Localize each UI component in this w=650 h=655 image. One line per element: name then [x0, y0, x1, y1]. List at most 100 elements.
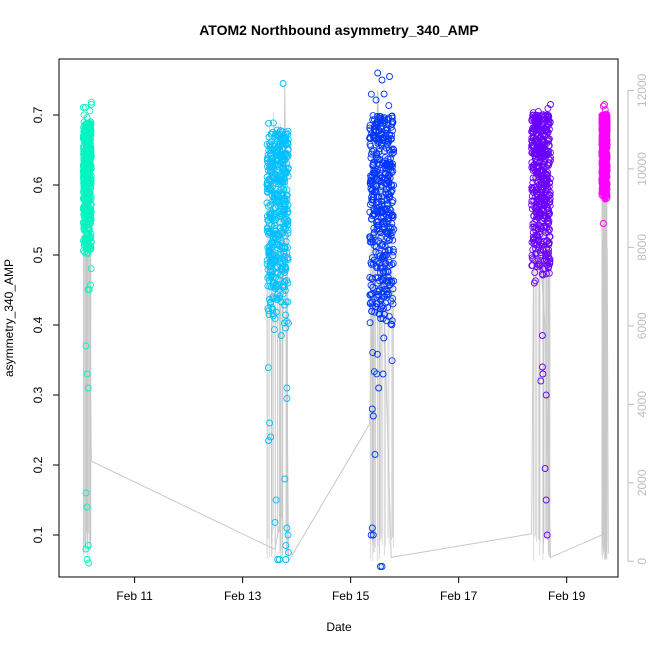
data-point: [388, 150, 396, 158]
data-point: [538, 115, 546, 123]
data-point: [367, 174, 375, 181]
data-point: [532, 249, 540, 257]
data-point-outlier: [282, 542, 290, 549]
data-point: [79, 103, 87, 111]
data-point: [375, 193, 383, 201]
data-point: [389, 245, 397, 253]
data-point-outlier: [84, 384, 92, 392]
data-point: [382, 126, 390, 134]
data-point: [282, 298, 290, 306]
data-point: [599, 190, 607, 198]
data-point: [283, 249, 291, 257]
data-point-outlier: [378, 563, 386, 570]
data-point: [267, 149, 275, 157]
data-point: [82, 208, 90, 215]
data-point: [284, 279, 292, 287]
data-point: [380, 334, 388, 342]
data-point: [371, 132, 379, 140]
data-point: [80, 170, 88, 178]
data-point: [80, 111, 88, 119]
data-point: [282, 264, 290, 272]
data-point: [528, 183, 536, 191]
data-point: [80, 187, 88, 195]
x-tick-label: Feb 13: [224, 589, 262, 603]
data-points-layer: [79, 69, 611, 570]
data-point: [368, 307, 376, 315]
data-point: [543, 224, 551, 231]
y2-tick-label: 12000: [635, 73, 649, 107]
data-point: [374, 291, 382, 298]
data-point: [369, 169, 377, 177]
data-point: [388, 114, 396, 122]
data-point: [539, 196, 547, 204]
data-point: [281, 135, 289, 142]
data-point: [366, 238, 374, 246]
data-point: [379, 240, 387, 248]
data-point-outlier: [379, 370, 387, 378]
data-point: [267, 185, 275, 193]
data-point: [383, 234, 391, 242]
data-point: [530, 197, 538, 205]
data-point: [532, 205, 540, 213]
data-point: [376, 161, 384, 169]
data-point: [272, 252, 280, 260]
data-point: [85, 243, 93, 251]
data-point: [265, 276, 273, 284]
data-point: [544, 215, 552, 223]
data-point-outlier: [378, 76, 386, 84]
data-point: [369, 112, 377, 120]
data-point: [530, 188, 538, 196]
data-point: [385, 223, 393, 231]
data-point: [387, 134, 395, 142]
data-point: [274, 232, 282, 240]
data-point: [272, 280, 280, 288]
data-point: [537, 153, 545, 161]
y2-tick-label: 0: [635, 558, 649, 565]
data-point: [599, 102, 607, 110]
y-tick-label: 0.2: [31, 456, 45, 473]
data-point: [533, 262, 541, 270]
data-point: [370, 368, 378, 376]
data-point: [86, 234, 94, 242]
series-cluster-3: [366, 69, 398, 570]
data-point-outlier: [374, 69, 382, 77]
index-line-layer: [83, 86, 609, 564]
data-point-outlier: [380, 90, 388, 98]
data-point: [85, 286, 93, 294]
data-point: [280, 137, 288, 145]
data-point: [377, 234, 385, 242]
data-point-outlier: [84, 542, 92, 549]
data-point: [389, 167, 397, 175]
data-point: [270, 326, 278, 334]
data-point: [384, 267, 392, 275]
data-point: [265, 253, 273, 261]
data-point: [266, 140, 274, 148]
data-point: [384, 290, 392, 298]
data-point: [84, 180, 92, 188]
data-point: [375, 249, 383, 257]
data-point: [602, 182, 610, 190]
x-tick-label: Feb 15: [332, 589, 370, 603]
data-point: [600, 151, 608, 159]
data-point: [87, 182, 94, 190]
data-point: [599, 114, 607, 122]
data-point: [86, 138, 94, 146]
data-point: [534, 123, 542, 131]
data-point: [366, 274, 374, 281]
data-point: [380, 147, 388, 155]
data-point: [269, 168, 276, 176]
data-point: [282, 324, 290, 332]
data-point: [265, 176, 273, 184]
data-point: [371, 125, 379, 133]
data-point: [388, 224, 396, 232]
data-point: [377, 119, 385, 127]
data-point: [86, 107, 94, 115]
data-point-outlier: [368, 405, 376, 413]
data-point: [529, 174, 537, 182]
data-point: [532, 216, 540, 224]
data-point: [535, 185, 542, 193]
data-point: [280, 224, 288, 231]
data-point: [373, 287, 381, 295]
data-point: [367, 90, 375, 98]
data-point-outlier: [279, 80, 287, 87]
